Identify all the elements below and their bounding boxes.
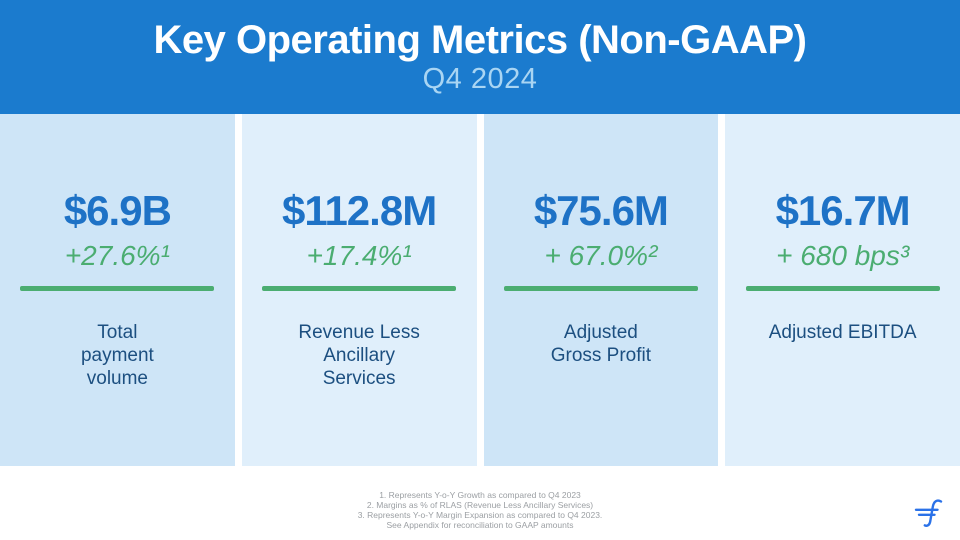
metric-label-line: payment (80, 344, 154, 366)
metric-label-line: Ancillary (323, 344, 396, 366)
slide-footer: 1. Represents Y-o-Y Growth as compared t… (0, 466, 960, 530)
footnote-line: See Appendix for reconciliation to GAAP … (386, 520, 574, 530)
metric-label: Adjusted Gross Profit (484, 321, 719, 367)
metric-card-total-payment-volume: $6.9B +27.6%¹ Total payment volume (0, 114, 235, 466)
metric-label-line: Services (322, 367, 396, 389)
footnote-line: 2. Margins as % of RLAS (Revenue Less An… (366, 500, 594, 510)
footnote-line: 3. Represents Y-o-Y Margin Expansion as … (357, 510, 603, 520)
metric-card-adjusted-gross-profit: $75.6M + 67.0%² Adjusted Gross Profit (483, 114, 719, 466)
metric-value: $6.9B (63, 187, 172, 234)
metric-label-line: Adjusted EBITDA (768, 321, 917, 343)
footnotes: 1. Represents Y-o-Y Growth as compared t… (0, 466, 960, 530)
metric-label: Adjusted EBITDA (725, 321, 960, 344)
metric-label-line: Adjusted (563, 321, 638, 343)
metric-label-line: volume (86, 367, 148, 389)
metric-card-adjusted-ebitda: $16.7M + 680 bps³ Adjusted EBITDA (725, 114, 960, 466)
footnote-line: 1. Represents Y-o-Y Growth as compared t… (379, 490, 581, 500)
metric-growth: + 67.0%² (544, 239, 658, 271)
metric-card-revenue-less-ancillary-services: $112.8M +17.4%¹ Revenue Less Ancillary S… (241, 114, 477, 466)
metric-label-line: Gross Profit (550, 344, 652, 366)
metric-label-line: Total (97, 321, 138, 343)
metric-underline (503, 285, 698, 291)
metrics-grid: $6.9B +27.6%¹ Total payment volume $112.… (0, 114, 960, 466)
header-banner: Key Operating Metrics (Non-GAAP) Q4 2024 (0, 0, 960, 114)
metric-underline (20, 285, 215, 291)
metric-label: Revenue Less Ancillary Services (242, 321, 477, 390)
metric-underline (262, 285, 457, 291)
page-subtitle: Q4 2024 (422, 62, 538, 95)
metric-growth: +17.4%¹ (306, 239, 412, 271)
metric-value: $16.7M (775, 187, 911, 234)
metric-label-line: Revenue Less (298, 321, 420, 343)
metric-value: $75.6M (533, 187, 669, 234)
metric-growth: + 680 bps³ (776, 239, 910, 271)
metric-value: $112.8M (282, 187, 437, 234)
metric-underline (745, 285, 940, 291)
metric-growth: +27.6%¹ (64, 239, 170, 271)
flywire-logo-icon (911, 498, 945, 528)
page-title: Key Operating Metrics (Non-GAAP) (153, 17, 807, 62)
metric-label: Total payment volume (0, 321, 235, 390)
